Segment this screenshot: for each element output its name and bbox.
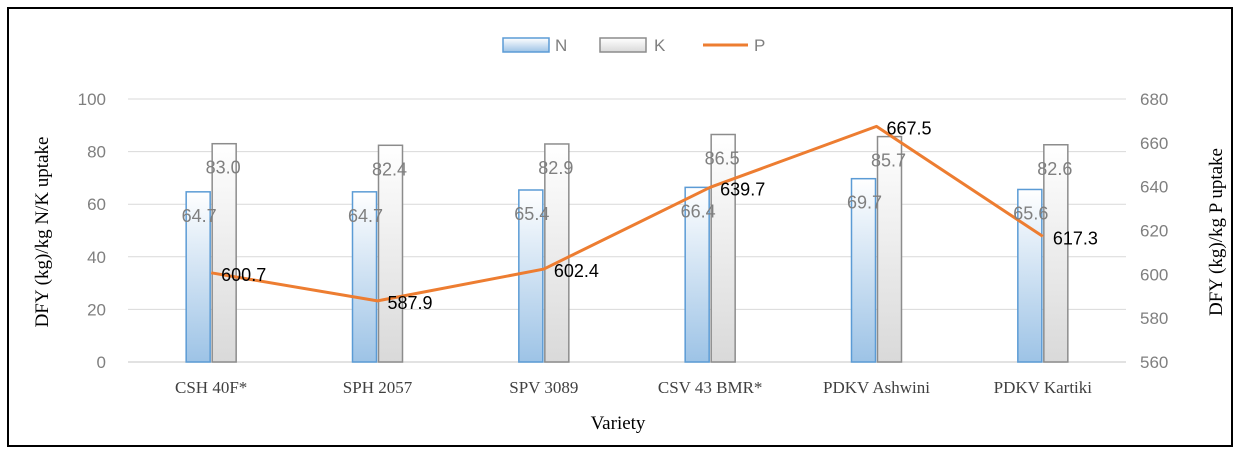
y-tick-label: 80 xyxy=(87,143,106,162)
data-label-p: 617.3 xyxy=(1053,228,1098,248)
x-tick-label: SPH 2057 xyxy=(343,378,413,397)
y2-tick-label: 680 xyxy=(1140,90,1168,109)
bar-k xyxy=(1043,144,1069,363)
y2-tick-label: 620 xyxy=(1140,222,1168,241)
bar-n xyxy=(518,189,544,363)
data-label-n: 65.4 xyxy=(514,204,549,224)
legend-label-k: K xyxy=(654,36,666,55)
y2-tick-label: 600 xyxy=(1140,265,1168,284)
y-axis-title: DFY (kg)/kg N/K uptake xyxy=(32,137,53,328)
data-label-p: 587.9 xyxy=(388,293,433,313)
y-tick-label: 100 xyxy=(78,90,106,109)
y-tick-label: 60 xyxy=(87,195,106,214)
y2-tick-label: 640 xyxy=(1140,178,1168,197)
bars-group xyxy=(185,133,1069,363)
data-label-p: 602.4 xyxy=(554,261,599,281)
data-label-n: 66.4 xyxy=(681,201,716,221)
bar-k xyxy=(377,144,404,363)
legend-swatch-k xyxy=(599,37,647,53)
bar-n xyxy=(850,177,877,363)
data-label-k: 86.5 xyxy=(705,149,740,169)
axes-group: 0 20 40 60 80 100 560 580 600 620 640 660 680 CSH 40F… xyxy=(78,90,1169,397)
legend-swatch-n xyxy=(502,37,550,53)
y-tick-label: 0 xyxy=(97,353,106,372)
bar-k xyxy=(211,142,237,363)
bar-n xyxy=(684,186,710,363)
gridlines xyxy=(128,98,1126,363)
y-tick-label: 40 xyxy=(87,248,106,267)
data-label-p: 600.7 xyxy=(221,265,266,285)
data-label-n: 69.7 xyxy=(847,193,882,213)
x-tick-label: CSV 43 BMR* xyxy=(658,378,763,397)
data-label-p: 639.7 xyxy=(720,179,765,199)
data-label-n: 64.7 xyxy=(182,206,217,226)
data-label-k: 85.7 xyxy=(871,151,906,171)
y2-tick-label: 560 xyxy=(1140,353,1168,372)
bar-n xyxy=(351,191,378,363)
data-label-k: 82.9 xyxy=(538,158,573,178)
y-tick-label: 20 xyxy=(87,300,106,319)
y2-tick-label: 660 xyxy=(1140,134,1168,153)
data-label-k: 83.0 xyxy=(206,158,241,178)
p-series-line xyxy=(210,124,1044,303)
legend-label-p: P xyxy=(754,36,765,55)
data-label-n: 65.6 xyxy=(1013,203,1048,223)
legend: N K P xyxy=(502,36,765,55)
data-label-n: 64.7 xyxy=(348,206,383,226)
p-line-group xyxy=(210,124,1044,303)
data-label-k: 82.4 xyxy=(372,159,407,179)
x-tick-label: SPV 3089 xyxy=(509,378,578,397)
x-tick-label: PDKV Kartiki xyxy=(994,378,1093,397)
legend-label-n: N xyxy=(555,36,567,55)
y2-tick-label: 580 xyxy=(1140,309,1168,328)
x-axis-title: Variety xyxy=(591,413,646,434)
bar-k xyxy=(710,133,736,363)
data-labels-group: 64.7 83.0 64.7 82.4 65.4 82.9 66.4 86.5 69.7 85.7… xyxy=(182,118,1098,312)
x-tick-label: PDKV Ashwini xyxy=(823,378,930,397)
data-label-p: 667.5 xyxy=(887,118,932,138)
bar-n xyxy=(1017,188,1043,363)
bar-k xyxy=(876,135,903,363)
bar-k xyxy=(544,143,570,363)
bar-n xyxy=(185,191,211,363)
data-label-k: 82.6 xyxy=(1037,159,1072,179)
y2-axis-title: DFY (kg)/kg P uptake xyxy=(1206,148,1227,316)
x-tick-label: CSH 40F* xyxy=(175,378,247,397)
